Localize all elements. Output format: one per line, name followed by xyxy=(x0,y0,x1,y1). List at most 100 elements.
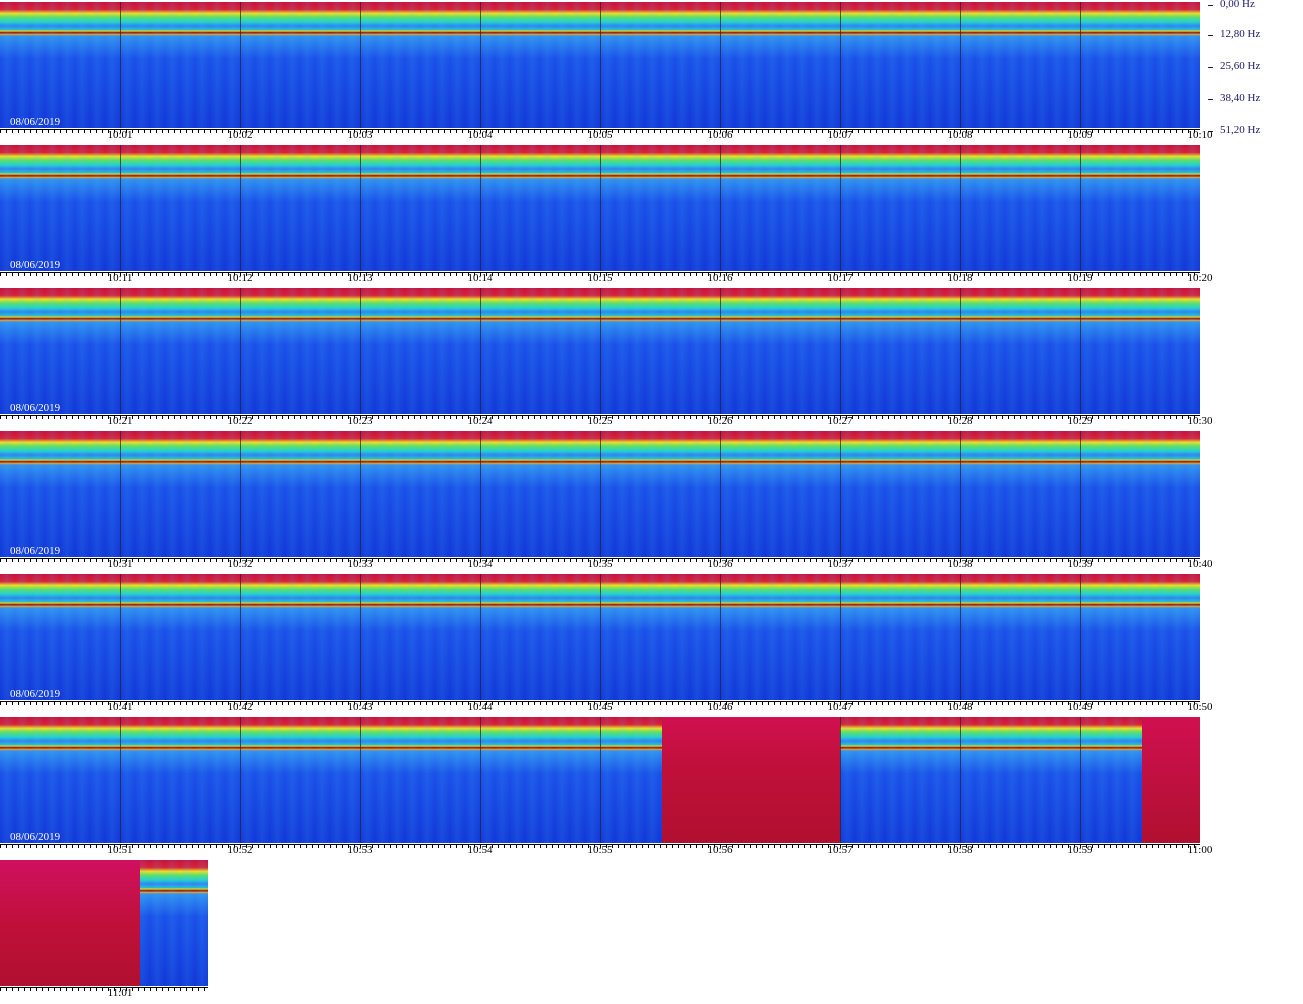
time-label: 10:17 xyxy=(827,272,853,284)
date-label: 08/06/2019 xyxy=(10,831,61,843)
grid-line xyxy=(240,717,241,843)
grid-line xyxy=(360,145,361,271)
grid-line xyxy=(480,145,481,271)
grid-line xyxy=(960,288,961,414)
date-label: 08/06/2019 xyxy=(10,259,61,271)
time-label: 10:23 xyxy=(347,415,373,427)
time-label: 10:44 xyxy=(467,701,493,713)
grid-line xyxy=(240,431,241,557)
time-label: 10:05 xyxy=(587,129,613,141)
grid-line xyxy=(480,717,481,843)
grid-line xyxy=(960,431,961,557)
grid-line xyxy=(120,288,121,414)
time-label: 10:39 xyxy=(1067,558,1093,570)
time-label: 10:52 xyxy=(227,844,253,856)
time-label: 10:30 xyxy=(1187,415,1213,427)
time-label: 10:06 xyxy=(707,129,733,141)
time-label: 10:08 xyxy=(947,129,973,141)
time-label: 10:49 xyxy=(1067,701,1093,713)
date-label: 08/06/2019 xyxy=(10,116,61,128)
time-label: 10:07 xyxy=(827,129,853,141)
grid-line xyxy=(360,574,361,700)
time-label: 10:57 xyxy=(827,844,853,856)
grid-line xyxy=(240,145,241,271)
time-label: 11:00 xyxy=(1187,844,1213,856)
time-label: 10:46 xyxy=(707,701,733,713)
time-label: 10:32 xyxy=(227,558,253,570)
time-label: 10:03 xyxy=(347,129,373,141)
grid-line xyxy=(960,145,961,271)
grid-line xyxy=(1080,717,1081,843)
freq-label: 51,20 Hz xyxy=(1220,124,1261,136)
time-label: 10:16 xyxy=(707,272,733,284)
time-label: 10:55 xyxy=(587,844,613,856)
grid-line xyxy=(360,288,361,414)
grid-line xyxy=(480,2,481,128)
time-label: 10:29 xyxy=(1067,415,1093,427)
grid-line xyxy=(960,574,961,700)
time-axis xyxy=(0,987,208,994)
burst xyxy=(0,860,140,986)
time-label: 10:41 xyxy=(107,701,133,713)
time-label: 10:22 xyxy=(227,415,253,427)
time-label: 10:13 xyxy=(347,272,373,284)
time-label: 10:36 xyxy=(707,558,733,570)
burst xyxy=(662,717,840,843)
grid-line xyxy=(720,431,721,557)
time-label: 10:50 xyxy=(1187,701,1213,713)
time-label: 10:14 xyxy=(467,272,493,284)
grid-line xyxy=(840,145,841,271)
time-label: 10:02 xyxy=(227,129,253,141)
grid-line xyxy=(600,717,601,843)
grid-line xyxy=(480,574,481,700)
time-label: 10:38 xyxy=(947,558,973,570)
freq-label: 12,80 Hz xyxy=(1220,28,1261,40)
time-label: 10:56 xyxy=(707,844,733,856)
time-label: 10:42 xyxy=(227,701,253,713)
grid-line xyxy=(360,717,361,843)
grid-line xyxy=(720,2,721,128)
freq-tick xyxy=(1208,5,1213,6)
grid-line xyxy=(720,288,721,414)
grid-line xyxy=(120,2,121,128)
grid-line xyxy=(480,431,481,557)
time-label: 11:01 xyxy=(107,987,133,999)
date-label: 08/06/2019 xyxy=(10,402,61,414)
freq-tick xyxy=(1208,67,1213,68)
grid-line xyxy=(1080,288,1081,414)
time-axis xyxy=(0,415,1200,422)
freq-label: 38,40 Hz xyxy=(1220,92,1261,104)
grid-line xyxy=(240,2,241,128)
grid-line xyxy=(840,431,841,557)
grid-line xyxy=(840,2,841,128)
grid-line xyxy=(720,145,721,271)
grid-line xyxy=(600,145,601,271)
grid-line xyxy=(960,717,961,843)
time-label: 10:47 xyxy=(827,701,853,713)
time-label: 10:35 xyxy=(587,558,613,570)
burst xyxy=(1142,717,1200,843)
time-axis xyxy=(0,272,1200,279)
time-label: 10:10 xyxy=(1187,129,1213,141)
freq-tick xyxy=(1208,35,1213,36)
time-label: 10:59 xyxy=(1067,844,1093,856)
grid-line xyxy=(840,288,841,414)
freq-tick xyxy=(1208,131,1213,132)
time-label: 10:27 xyxy=(827,415,853,427)
time-axis xyxy=(0,129,1200,136)
grid-line xyxy=(1080,145,1081,271)
time-label: 10:37 xyxy=(827,558,853,570)
grid-line xyxy=(120,574,121,700)
date-label: 08/06/2019 xyxy=(10,688,61,700)
time-label: 10:48 xyxy=(947,701,973,713)
grid-line xyxy=(600,2,601,128)
time-label: 10:54 xyxy=(467,844,493,856)
time-label: 10:21 xyxy=(107,415,133,427)
freq-tick xyxy=(1208,99,1213,100)
time-label: 10:11 xyxy=(107,272,133,284)
time-label: 10:31 xyxy=(107,558,133,570)
time-axis xyxy=(0,844,1200,851)
grid-line xyxy=(600,288,601,414)
time-label: 10:40 xyxy=(1187,558,1213,570)
grid-line xyxy=(840,574,841,700)
